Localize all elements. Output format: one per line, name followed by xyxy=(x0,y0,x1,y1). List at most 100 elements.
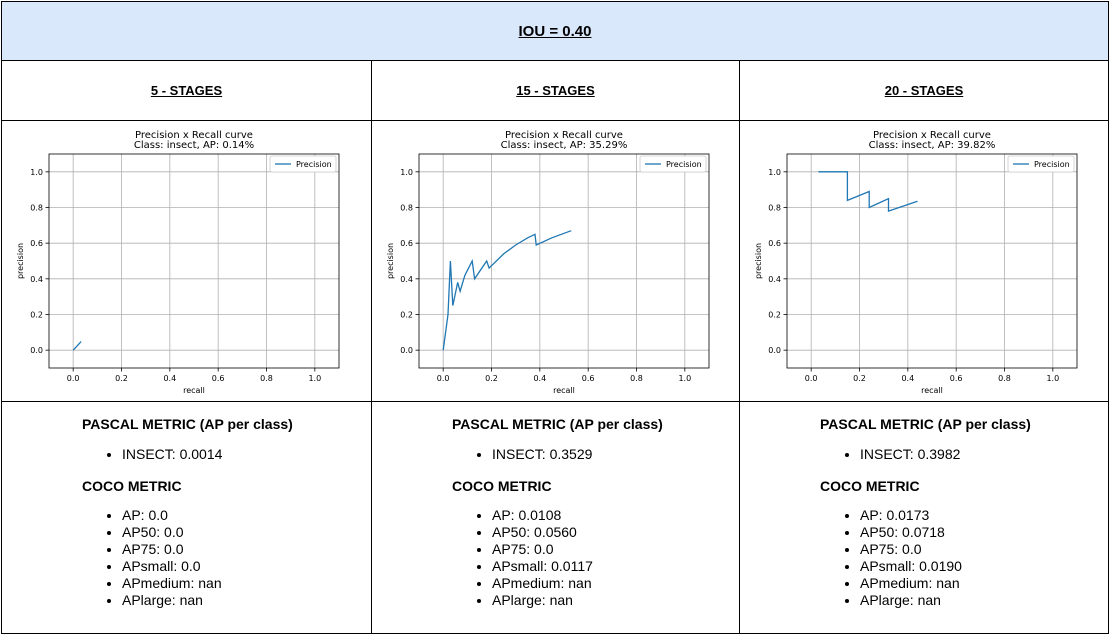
y-tick-label: 0.0 xyxy=(30,346,43,355)
metrics-cell-20: PASCAL METRIC (AP per class) INSECT: 0.3… xyxy=(739,401,1109,634)
pascal-metric-heading: PASCAL METRIC (AP per class) xyxy=(452,416,663,432)
y-tick-label: 0.6 xyxy=(30,239,43,248)
page-title: IOU = 0.40 xyxy=(518,22,592,40)
stage-header-20: 20 - STAGES xyxy=(739,60,1109,121)
stage-label: 5 - STAGES xyxy=(150,83,223,98)
x-axis-label: recall xyxy=(183,386,205,395)
coco-metric-item: APlarge: nan xyxy=(492,592,663,609)
legend-box xyxy=(1007,155,1075,173)
legend-label: Precision xyxy=(1034,160,1070,169)
coco-metric-item: AP75: 0.0 xyxy=(122,541,293,558)
metrics-block: PASCAL METRIC (AP per class) INSECT: 0.0… xyxy=(82,416,293,609)
metrics-block: PASCAL METRIC (AP per class) INSECT: 0.3… xyxy=(820,416,1031,609)
legend-box xyxy=(639,155,707,173)
y-tick-label: 0.8 xyxy=(400,204,413,213)
coco-metric-item: AP75: 0.0 xyxy=(860,541,1031,558)
chart-subtitle: Class: insect, AP: 39.82% xyxy=(869,140,996,151)
y-tick-label: 0.2 xyxy=(30,311,43,320)
y-tick-label: 0.6 xyxy=(400,239,413,248)
y-tick-label: 0.2 xyxy=(768,311,781,320)
chart-cell-20: Precision x Recall curve Class: insect, A… xyxy=(739,120,1109,402)
x-axis-label: recall xyxy=(921,386,943,395)
series-line-precision xyxy=(818,171,918,213)
y-tick-label: 0.4 xyxy=(400,275,413,284)
coco-metric-item: AP50: 0.0560 xyxy=(492,524,663,541)
y-tick-label: 0.0 xyxy=(400,346,413,355)
metrics-cell-5: PASCAL METRIC (AP per class) INSECT: 0.0… xyxy=(1,401,372,634)
x-tick-label: 0.8 xyxy=(630,374,643,383)
plot-frame xyxy=(418,153,710,369)
y-tick-label: 1.0 xyxy=(400,168,413,177)
x-tick-label: 0.2 xyxy=(853,374,866,383)
coco-metric-item: APsmall: 0.0 xyxy=(122,558,293,575)
series-line-precision xyxy=(442,230,572,351)
header-banner: IOU = 0.40 xyxy=(1,1,1109,61)
coco-metric-list: AP: 0.0 AP50: 0.0 AP75: 0.0 APsmall: 0.0… xyxy=(82,507,293,609)
pascal-metric-heading: PASCAL METRIC (AP per class) xyxy=(82,416,293,432)
coco-metric-list: AP: 0.0173 AP50: 0.0718 AP75: 0.0 APsmal… xyxy=(820,507,1031,609)
y-tick-label: 1.0 xyxy=(30,168,43,177)
chart-title: Precision x Recall curve xyxy=(873,130,991,141)
y-tick-label: 0.6 xyxy=(768,239,781,248)
legend-label: Precision xyxy=(666,160,702,169)
series-line-precision xyxy=(72,341,82,351)
y-tick-label: 0.8 xyxy=(768,204,781,213)
legend-label: Precision xyxy=(296,160,332,169)
coco-metric-item: APsmall: 0.0190 xyxy=(860,558,1031,575)
x-tick-label: 0.8 xyxy=(260,374,273,383)
coco-metric-list: AP: 0.0108 AP50: 0.0560 AP75: 0.0 APsmal… xyxy=(452,507,663,609)
x-tick-label: 0.8 xyxy=(998,374,1011,383)
x-tick-label: 0.4 xyxy=(163,374,176,383)
stage-label: 20 - STAGES xyxy=(884,83,964,98)
x-axis-label: recall xyxy=(553,386,575,395)
chart-title: Precision x Recall curve xyxy=(505,130,623,141)
y-tick-label: 0.8 xyxy=(30,204,43,213)
chart-subtitle: Class: insect, AP: 0.14% xyxy=(134,140,254,151)
y-tick-label: 0.2 xyxy=(400,311,413,320)
metrics-cell-15: PASCAL METRIC (AP per class) INSECT: 0.3… xyxy=(371,401,740,634)
y-tick-label: 1.0 xyxy=(768,168,781,177)
coco-metric-item: AP: 0.0173 xyxy=(860,507,1031,524)
coco-metric-item: APmedium: nan xyxy=(860,575,1031,592)
stage-header-5: 5 - STAGES xyxy=(1,60,372,121)
pascal-metric-list: INSECT: 0.3982 xyxy=(820,446,1031,463)
pascal-metric-list: INSECT: 0.0014 xyxy=(82,446,293,463)
coco-metric-item: APmedium: nan xyxy=(122,575,293,592)
x-tick-label: 0.6 xyxy=(212,374,225,383)
x-tick-label: 0.2 xyxy=(485,374,498,383)
y-tick-label: 0.0 xyxy=(768,346,781,355)
y-tick-label: 0.4 xyxy=(30,275,43,284)
coco-metric-item: APlarge: nan xyxy=(860,592,1031,609)
pascal-metric-item: INSECT: 0.3982 xyxy=(860,446,1031,463)
chart-title: Precision x Recall curve xyxy=(135,130,253,141)
coco-metric-item: AP75: 0.0 xyxy=(492,541,663,558)
coco-metric-heading: COCO METRIC xyxy=(452,478,552,494)
coco-metric-item: APmedium: nan xyxy=(492,575,663,592)
pascal-metric-list: INSECT: 0.3529 xyxy=(452,446,663,463)
x-tick-label: 0.2 xyxy=(115,374,128,383)
x-tick-label: 0.6 xyxy=(950,374,963,383)
x-tick-label: 0.4 xyxy=(901,374,914,383)
coco-metric-item: AP50: 0.0 xyxy=(122,524,293,541)
coco-metric-item: AP: 0.0 xyxy=(122,507,293,524)
x-tick-label: 1.0 xyxy=(678,374,691,383)
x-tick-label: 1.0 xyxy=(1046,374,1059,383)
pascal-metric-item: INSECT: 0.3529 xyxy=(492,446,663,463)
coco-metric-item: AP50: 0.0718 xyxy=(860,524,1031,541)
x-tick-label: 0.4 xyxy=(533,374,546,383)
metrics-block: PASCAL METRIC (AP per class) INSECT: 0.3… xyxy=(452,416,663,609)
y-axis-label: precision xyxy=(754,243,763,279)
chart-subtitle: Class: insect, AP: 35.29% xyxy=(501,140,628,151)
chart-cell-5: Precision x Recall curve Class: insect, A… xyxy=(1,120,372,402)
pascal-metric-heading: PASCAL METRIC (AP per class) xyxy=(820,416,1031,432)
x-tick-label: 0.0 xyxy=(437,374,450,383)
x-tick-label: 0.0 xyxy=(67,374,80,383)
stage-label: 15 - STAGES xyxy=(516,83,595,98)
x-tick-label: 0.6 xyxy=(582,374,595,383)
x-tick-label: 1.0 xyxy=(308,374,321,383)
coco-metric-item: APsmall: 0.0117 xyxy=(492,558,663,575)
coco-metric-heading: COCO METRIC xyxy=(82,478,182,494)
